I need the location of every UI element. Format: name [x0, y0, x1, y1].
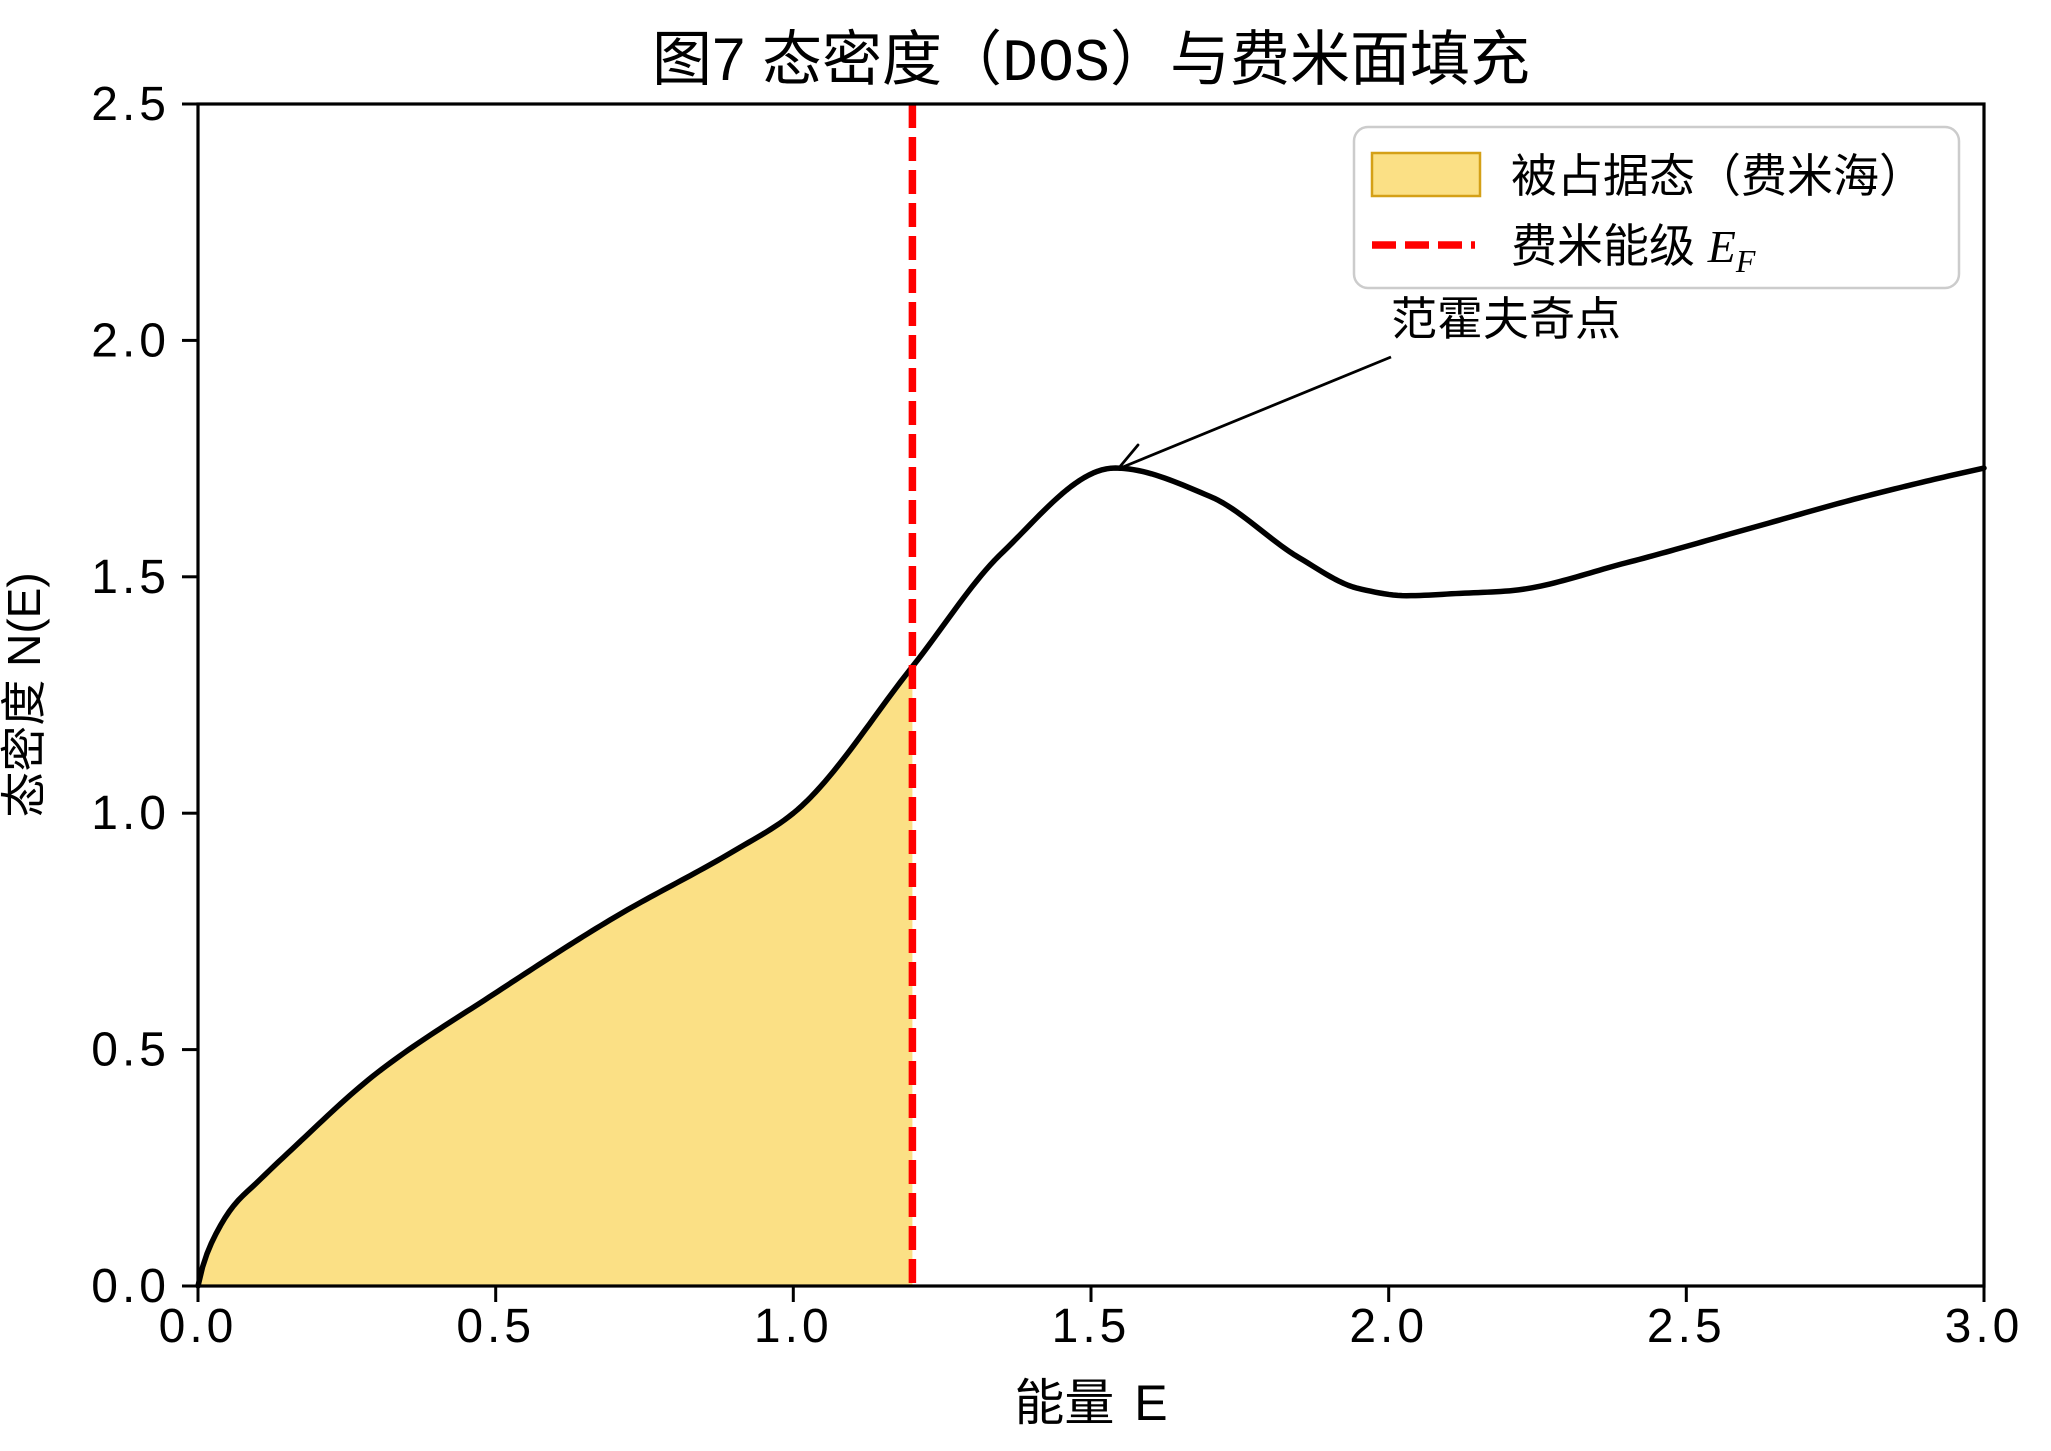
svg-text:2.5: 2.5: [91, 78, 170, 131]
svg-text:2.0: 2.0: [1349, 1300, 1428, 1353]
svg-text:0.5: 0.5: [91, 1024, 170, 1077]
svg-text:2.5: 2.5: [1647, 1300, 1726, 1353]
svg-text:2.0: 2.0: [91, 314, 170, 367]
svg-text:图7 态密度（DOS）与费米面填充: 图7 态密度（DOS）与费米面填充: [652, 26, 1530, 99]
svg-text:费米能级 EF: 费米能级 EF: [1511, 220, 1756, 279]
svg-text:1.0: 1.0: [91, 787, 170, 840]
svg-text:3.0: 3.0: [1945, 1300, 2024, 1353]
svg-text:能量 E: 能量 E: [1014, 1375, 1167, 1431]
svg-text:态密度 N(E): 态密度 N(E): [0, 572, 50, 817]
svg-text:1.5: 1.5: [1052, 1300, 1131, 1353]
svg-text:范霍夫奇点: 范霍夫奇点: [1391, 293, 1621, 345]
svg-text:1.5: 1.5: [91, 551, 170, 604]
svg-text:0.5: 0.5: [456, 1300, 535, 1353]
svg-text:0.0: 0.0: [159, 1300, 238, 1353]
svg-text:0.0: 0.0: [91, 1260, 170, 1313]
svg-text:1.0: 1.0: [754, 1300, 833, 1353]
svg-text:被占据态（费米海）: 被占据态（费米海）: [1511, 150, 1925, 202]
